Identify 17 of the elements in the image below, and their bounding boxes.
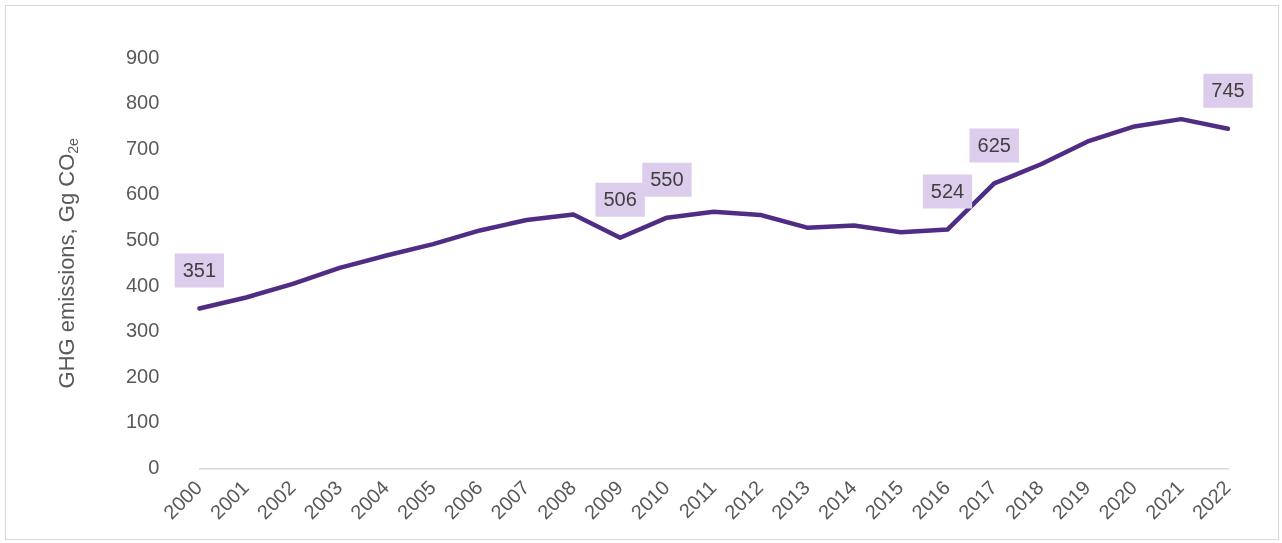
y-tick-label: 800 xyxy=(125,91,160,114)
y-tick-label: 400 xyxy=(125,273,160,296)
y-tick-label: 200 xyxy=(125,364,160,387)
y-tick-label: 500 xyxy=(125,227,160,250)
data-label: 550 xyxy=(650,168,684,191)
data-label: 351 xyxy=(182,258,217,281)
data-label: 625 xyxy=(977,133,1011,156)
y-tick-label: 900 xyxy=(125,45,160,68)
y-tick-label: 700 xyxy=(125,136,160,159)
data-label: 524 xyxy=(930,180,965,203)
y-tick-label: 300 xyxy=(125,319,160,342)
y-axis-title: GHG emissions, Gg CO2e xyxy=(54,137,81,389)
data-label: 506 xyxy=(603,188,637,211)
y-tick-label: 100 xyxy=(125,410,160,433)
y-tick-label: 600 xyxy=(125,182,160,205)
data-label: 745 xyxy=(1211,79,1245,102)
y-tick-label: 0 xyxy=(148,456,160,479)
